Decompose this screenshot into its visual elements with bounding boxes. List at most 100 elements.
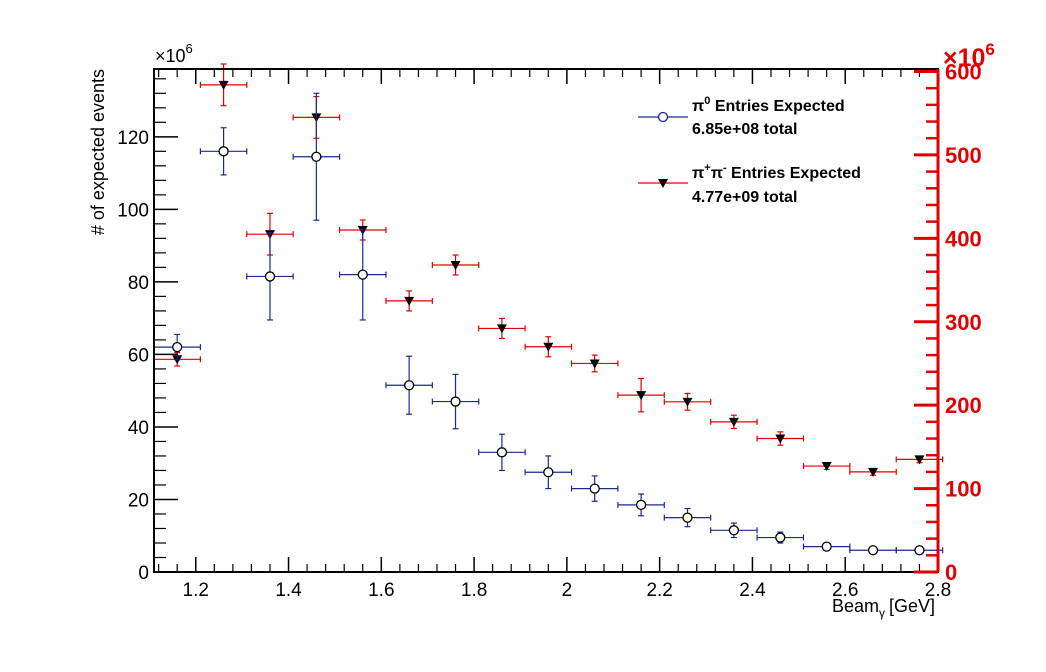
right-axis-multiplier: ×106 [943, 40, 995, 72]
series-layer [153, 63, 944, 556]
circle-marker [635, 499, 647, 511]
legend-pipi-label: π+π- Entries Expected [692, 162, 861, 182]
y-right-tick-label: 0 [945, 560, 957, 585]
pi0-data-point [849, 545, 897, 556]
legend: π0 Entries Expected 6.85e+08 total π+π- … [638, 95, 861, 206]
pipi-data-point [570, 354, 619, 373]
legend-pipi-name-rest: Entries Expected [727, 165, 861, 182]
circle-marker [357, 269, 368, 280]
pipi-data-point [756, 431, 805, 446]
pi0-data-point [663, 507, 712, 528]
y-left-tick-label: 100 [117, 200, 149, 221]
y-right-tick-label: 400 [945, 226, 982, 251]
circle-marker [682, 512, 693, 523]
triangle-marker [728, 417, 739, 427]
pi0-data-point [153, 333, 201, 361]
y-left-tick-label: 120 [117, 128, 149, 149]
left-multiplier-exp: 6 [186, 41, 193, 56]
pi0-data-point [478, 433, 526, 472]
triangle-marker [496, 324, 507, 334]
y-axis-title: # of expected events [88, 69, 108, 235]
legend-pipi-name-main: π [692, 165, 704, 182]
pi0-data-point [338, 228, 387, 321]
y-axis-left: 0 20 40 60 80 100 120 [117, 78, 178, 584]
y-right-tick-label: 300 [945, 310, 982, 335]
circle-marker [403, 380, 415, 391]
pipi-data-point [710, 414, 758, 430]
legend-pipi-name-sup2: - [723, 162, 727, 174]
circle-marker [914, 545, 925, 556]
x-axis-title-sub: γ [879, 606, 885, 620]
circle-marker [589, 483, 600, 494]
circle-marker [496, 447, 508, 458]
legend-pi0-name-rest: Entries Expected [710, 98, 844, 115]
triangle-marker [868, 467, 879, 477]
y-right-tick-label: 200 [945, 393, 982, 418]
pipi-data-point [199, 63, 248, 107]
x-tick-label: 1.6 [368, 580, 394, 601]
circle-marker [172, 342, 183, 353]
triangle-marker [914, 455, 925, 465]
pi0-data-point [710, 522, 758, 539]
right-multiplier-exp: 6 [985, 40, 994, 59]
circle-marker [450, 396, 461, 407]
x-axis: 1.2 1.4 1.6 1.8 2 2.2 2.4 2.6 2.8 [158, 69, 951, 601]
left-axis-multiplier: ×106 [155, 41, 193, 66]
legend-pipi-marker [658, 179, 668, 188]
circle-marker [543, 467, 554, 478]
circle-marker [867, 545, 879, 556]
pipi-data-point [431, 254, 480, 276]
y-right-tick-label: 500 [945, 143, 982, 168]
left-multiplier-base: ×10 [155, 46, 186, 66]
triangle-marker [218, 80, 229, 90]
y-left-tick-label: 40 [128, 418, 149, 439]
circle-marker [218, 146, 229, 157]
x-tick-label: 2.6 [832, 580, 858, 601]
x-tick-label: 1.4 [275, 580, 302, 601]
legend-pipi-total: 4.77e+09 total [692, 189, 797, 206]
x-axis-title-main: Beam [832, 596, 879, 616]
triangle-marker [682, 397, 693, 407]
y-right-tick-label: 100 [945, 477, 982, 502]
legend-pi0-marker [657, 111, 669, 123]
pi0-data-point [431, 373, 480, 430]
y-axis-right: 0 100 200 300 400 500 600 [914, 60, 982, 585]
circle-marker [264, 271, 276, 282]
pi0-data-point [895, 545, 944, 556]
x-tick-label: 2.8 [925, 580, 951, 601]
circle-marker [311, 151, 322, 162]
y-left-tick-label: 20 [128, 490, 149, 511]
pi0-data-point [292, 92, 341, 221]
x-tick-label: 2.2 [646, 580, 672, 601]
pi0-data-point [385, 355, 433, 415]
triangle-marker [543, 342, 554, 352]
triangle-marker [775, 434, 786, 444]
triangle-marker [636, 391, 647, 401]
triangle-marker [821, 462, 832, 472]
x-tick-label: 1.8 [461, 580, 487, 601]
pi0-data-point [802, 541, 851, 552]
circle-marker [775, 532, 786, 543]
legend-pi0-total: 6.85e+08 total [692, 121, 797, 138]
pipi-data-point [663, 392, 712, 411]
y-right-tick-label: 600 [945, 60, 982, 85]
triangle-marker [589, 359, 600, 369]
pipi-data-point [617, 377, 665, 413]
pi0-data-point [756, 531, 805, 544]
circle-marker [821, 541, 832, 552]
legend-pi0-label: π0 Entries Expected [692, 95, 845, 115]
x-tick-label: 2 [562, 580, 573, 601]
x-tick-label: 2.4 [739, 580, 766, 601]
legend-pipi-name-sup: + [704, 162, 710, 174]
circle-marker [728, 525, 740, 536]
pipi-data-point [849, 467, 897, 477]
pipi-data-point [895, 455, 944, 465]
pipi-data-point [802, 462, 851, 472]
legend-pi0-name-main: π [692, 98, 704, 115]
y-left-tick-label: 60 [128, 345, 149, 366]
pi0-data-point [199, 127, 248, 176]
y-left-tick-label: 0 [138, 563, 149, 584]
pi0-data-point [524, 455, 573, 490]
